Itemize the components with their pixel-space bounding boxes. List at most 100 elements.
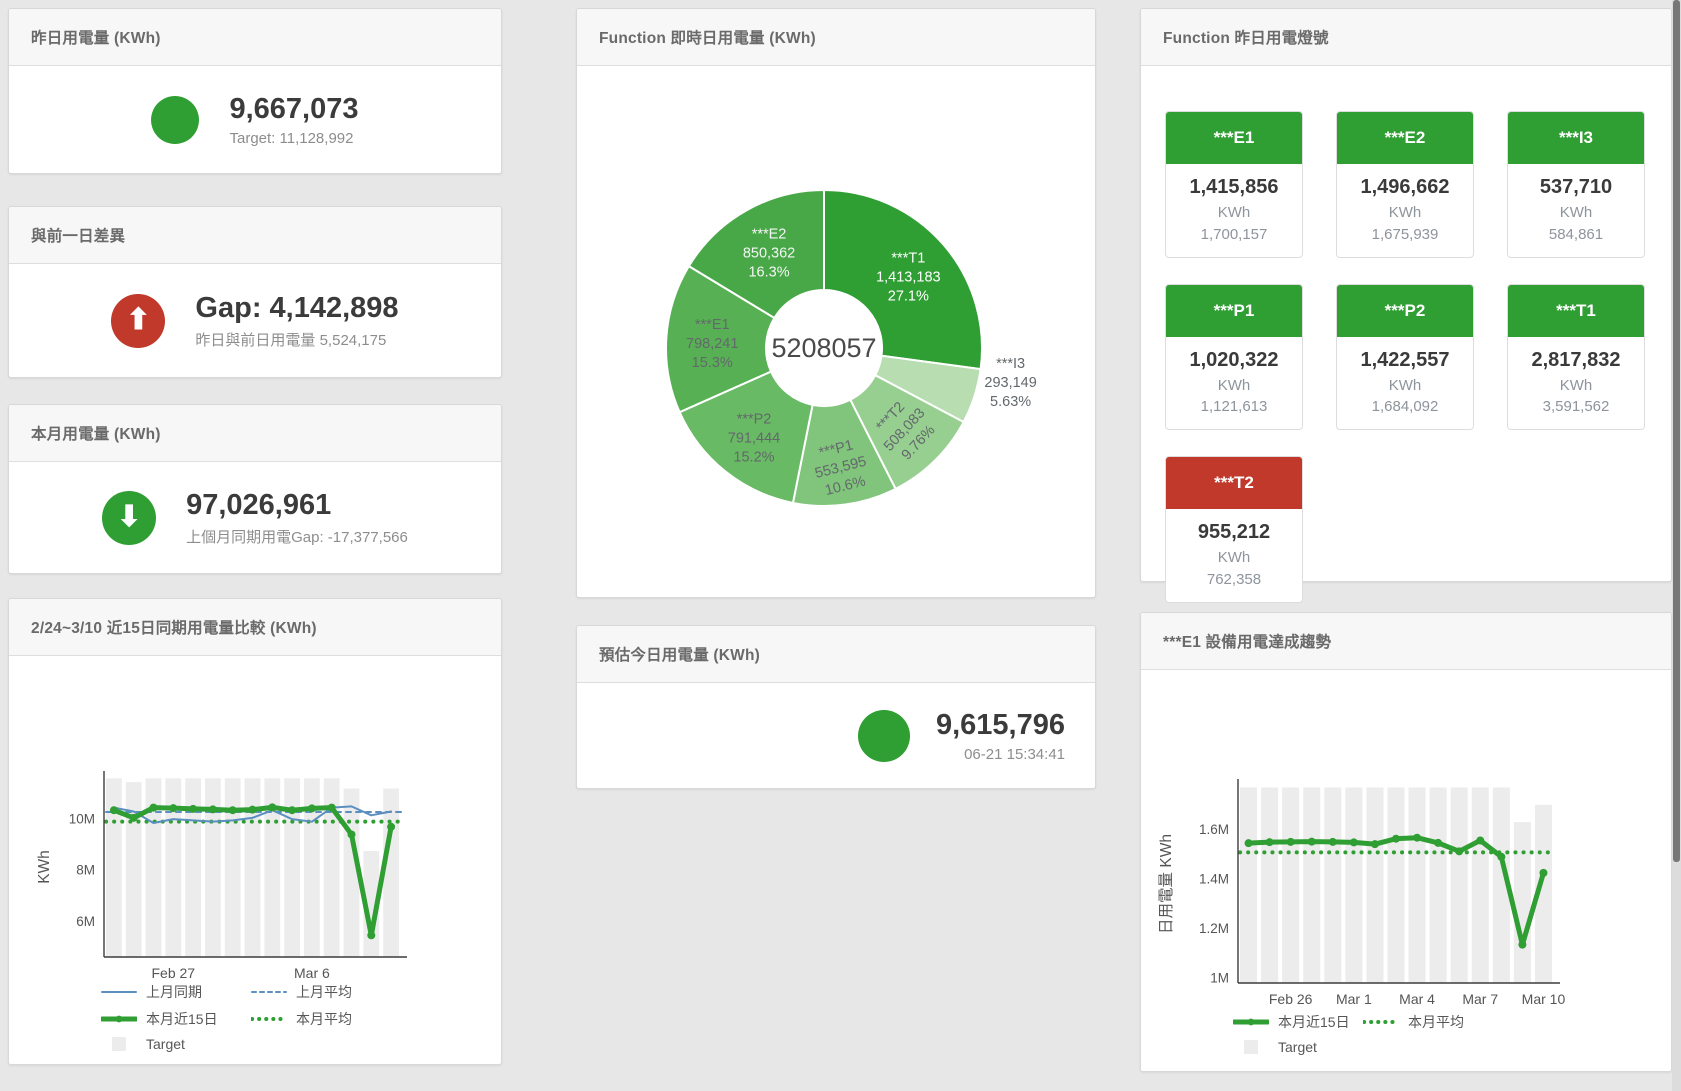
target-bar [1408,787,1426,983]
x-tick-label: Mar 10 [1522,991,1566,1007]
estimate-today-panel: 預估今日用電量 (KWh) 9,615,796 06-21 15:34:41 [576,625,1096,789]
legend-item-本月近15日[interactable]: 本月近15日 [1233,1012,1363,1032]
legend-item-本月平均[interactable]: 本月平均 [1363,1012,1493,1032]
panel-title[interactable]: 預估今日用電量 (KWh) [599,647,761,664]
status-indicator-icon [151,95,200,144]
arrow-down-icon: ⬇ [102,490,157,545]
light-tile: ***T1 2,817,832 KWh 3,591,562 [1507,283,1645,430]
donut-slice-label: ***I3 293,149 5.63% [984,356,1036,410]
panel-title[interactable]: 本月用電量 (KWh) [31,426,161,443]
scrollbar-track[interactable] [1672,0,1681,1091]
arrow-up-icon: ⬆ [111,293,166,348]
legend-marker-icon [251,991,287,993]
target-bar [205,778,221,957]
tile-unit: KWh [1388,376,1422,394]
tile-unit: KWh [1559,376,1593,394]
donut-slice-label: ***E2 850,362 16.3% [743,226,795,280]
legend-marker-icon [1244,1040,1258,1054]
data-point [228,806,237,815]
y-tick-label: 6M [76,914,95,929]
legend-label: 本月平均 [296,1011,352,1027]
panel-title[interactable]: 與前一日差異 [31,228,126,245]
target-bar [383,788,399,957]
target-bar [1324,787,1342,983]
panel-header: 昨日用電量 (KWh) [9,9,501,66]
panel-header: ***E1 設備用電達成趨勢 [1141,613,1671,670]
data-point [1413,833,1422,842]
tile-body: 1,415,856 KWh 1,700,157 [1166,164,1302,257]
tile-status-header: ***I3 [1508,112,1644,164]
target-bar [363,851,380,957]
y-tick-label: 1.2M [1199,921,1229,936]
realtime-usage-donut-chart[interactable]: ***T1 1,413,183 27.1% ***I3 293,149 5.63% ***T… [577,66,1095,591]
tile-target: 1,121,613 [1200,398,1268,416]
legend-marker-icon [251,1017,287,1021]
data-point [1539,868,1548,877]
legend-marker-icon [1233,1018,1269,1026]
target-bar [1492,787,1510,983]
panel-header: Function 昨日用電燈號 [1141,9,1671,66]
target-bar [1387,787,1405,983]
tile-value: 2,817,832 [1531,348,1621,371]
legend-item-本月平均[interactable]: 本月平均 [251,1009,401,1029]
tile-status-header: ***E2 [1337,112,1473,164]
legend-item-上月平均[interactable]: 上月平均 [251,982,401,1002]
data-point [347,830,356,839]
data-point [129,813,138,822]
legend-marker-icon [101,991,137,993]
y-tick-label: 8M [76,863,95,878]
tile-status-header: ***T1 [1508,284,1644,337]
target-bar [106,778,122,957]
month-usage-panel: 本月用電量 (KWh) ⬇ 97,026,961 上個月同期用電Gap: -17… [8,404,502,574]
data-point [109,806,118,815]
tile-status-header: ***P2 [1337,284,1473,337]
stat-value: 9,615,796 [935,709,1065,742]
tile-target: 584,861 [1548,225,1604,243]
data-point [149,803,158,812]
x-tick-label: Mar 6 [294,965,330,981]
panel-title[interactable]: 2/24~3/10 近15日同期用電量比較 (KWh) [31,620,317,637]
data-point [1307,837,1316,846]
legend-item-Target[interactable]: Target [101,1036,251,1052]
data-point [1265,838,1274,847]
tile-value: 1,020,322 [1189,348,1279,371]
stat-value: 9,667,073 [229,93,359,126]
data-point [307,804,316,813]
panel-title[interactable]: ***E1 設備用電達成趨勢 [1163,634,1332,651]
donut-slice-T1[interactable] [823,188,983,371]
panel-title[interactable]: 昨日用電量 (KWh) [31,30,161,47]
e1-trend-chart[interactable]: 1M 1.2M 1.4M 1.6M Feb 26 Mar 1 Mar 4 Mar 7 Mar 1… [1141,670,1671,1015]
panel-title[interactable]: Function 昨日用電燈號 [1163,30,1329,47]
scrollbar-thumb[interactable] [1673,0,1680,862]
legend-item-上月同期[interactable]: 上月同期 [101,982,251,1002]
tile-unit: KWh [1559,204,1593,221]
donut-slice-P2[interactable] [678,370,814,505]
realtime-usage-donut-panel: Function 即時日用電量 (KWh) ***T1 1,413,183 27.1… [576,8,1096,598]
data-point [1497,852,1506,861]
compare-15day-chart-panel: 2/24~3/10 近15日同期用電量比較 (KWh) 6M 8M 10M Feb 2… [8,598,502,1065]
data-point [1455,847,1464,856]
tile-target: 1,700,157 [1200,225,1268,243]
x-tick-label: Mar 7 [1462,991,1498,1007]
data-point [268,803,277,812]
y-tick-label: 1.4M [1199,872,1229,887]
donut-center-total: 5208057 [771,333,876,363]
legend-item-本月近15日[interactable]: 本月近15日 [101,1009,251,1029]
legend-label: 本月近15日 [1278,1014,1350,1030]
compare-15day-chart[interactable]: 6M 8M 10M Feb 27 Mar 6 KWh [9,656,501,991]
day-gap-panel: 與前一日差異 ⬆ Gap: 4,142,898 昨日與前日用電量 5,524,1… [8,206,502,378]
legend-row: 上月同期 上月平均 [101,982,401,1002]
tile-unit: KWh [1217,376,1251,394]
target-bar [323,778,340,957]
stat-timestamp: 06-21 15:34:41 [964,745,1065,763]
legend-item-Target[interactable]: Target [1233,1039,1363,1055]
legend-row: 本月近15日 本月平均 [101,1009,401,1029]
donut-slice-E2[interactable] [687,188,825,320]
panel-title[interactable]: Function 即時日用電量 (KWh) [599,30,816,47]
x-tick-label: Mar 1 [1336,991,1372,1007]
legend-label: 上月平均 [296,984,352,1000]
panel-header: Function 即時日用電量 (KWh) [577,9,1095,66]
yesterday-usage-panel: 昨日用電量 (KWh) 9,667,073 Target: 11,128,992 [8,8,502,174]
target-bar [1450,787,1468,983]
data-point [367,931,376,940]
